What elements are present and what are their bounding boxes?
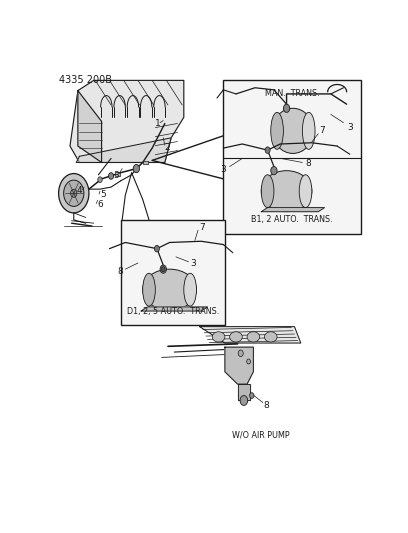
Text: 6: 6 (97, 200, 103, 209)
Text: 7: 7 (199, 223, 205, 232)
Text: 3: 3 (347, 123, 353, 132)
Circle shape (240, 395, 248, 406)
Circle shape (284, 104, 290, 112)
Polygon shape (78, 91, 102, 163)
Text: 3: 3 (220, 165, 226, 174)
Ellipse shape (184, 273, 197, 306)
Circle shape (154, 245, 160, 252)
Bar (121, 220, 225, 325)
Text: 4335 200B: 4335 200B (59, 76, 112, 85)
Text: B1, 2 AUTO.  TRANS.: B1, 2 AUTO. TRANS. (251, 215, 333, 224)
Text: 7: 7 (319, 126, 325, 135)
Circle shape (64, 180, 84, 206)
Ellipse shape (212, 332, 225, 342)
Polygon shape (70, 80, 184, 163)
Circle shape (98, 177, 102, 183)
Ellipse shape (261, 175, 274, 207)
Text: 8: 8 (263, 401, 269, 410)
Bar (223, 80, 361, 235)
Ellipse shape (302, 112, 315, 149)
Polygon shape (261, 207, 324, 212)
Circle shape (160, 265, 166, 273)
Text: 8: 8 (306, 159, 312, 168)
Ellipse shape (247, 332, 259, 342)
Polygon shape (225, 347, 253, 384)
Circle shape (161, 266, 165, 272)
Ellipse shape (261, 171, 312, 212)
Ellipse shape (273, 108, 313, 154)
Text: 5: 5 (100, 190, 106, 199)
Text: 2: 2 (164, 143, 170, 152)
Text: D1, 2, 5 AUTO.  TRANS.: D1, 2, 5 AUTO. TRANS. (126, 308, 219, 317)
Ellipse shape (271, 112, 284, 149)
Circle shape (250, 393, 254, 399)
Circle shape (71, 189, 77, 197)
Polygon shape (200, 327, 301, 343)
Circle shape (265, 147, 270, 154)
Ellipse shape (299, 175, 312, 207)
Text: MAN.  TRANS.: MAN. TRANS. (265, 90, 319, 99)
Polygon shape (141, 307, 208, 311)
Text: W/O AIR PUMP: W/O AIR PUMP (233, 431, 290, 440)
Circle shape (109, 173, 113, 179)
Text: 3: 3 (191, 259, 196, 268)
Circle shape (238, 350, 243, 357)
Bar (143, 161, 149, 164)
Circle shape (271, 166, 277, 175)
Text: 1: 1 (155, 119, 161, 128)
Text: 3: 3 (113, 171, 119, 180)
Ellipse shape (143, 269, 197, 310)
Polygon shape (76, 138, 171, 163)
Circle shape (59, 174, 89, 213)
Text: 4: 4 (77, 186, 82, 195)
Circle shape (133, 165, 140, 173)
Ellipse shape (264, 332, 277, 342)
Circle shape (247, 359, 251, 364)
Text: 8: 8 (118, 266, 124, 276)
Ellipse shape (230, 332, 242, 342)
Bar (115, 172, 120, 175)
Polygon shape (237, 384, 250, 400)
Ellipse shape (143, 273, 155, 306)
